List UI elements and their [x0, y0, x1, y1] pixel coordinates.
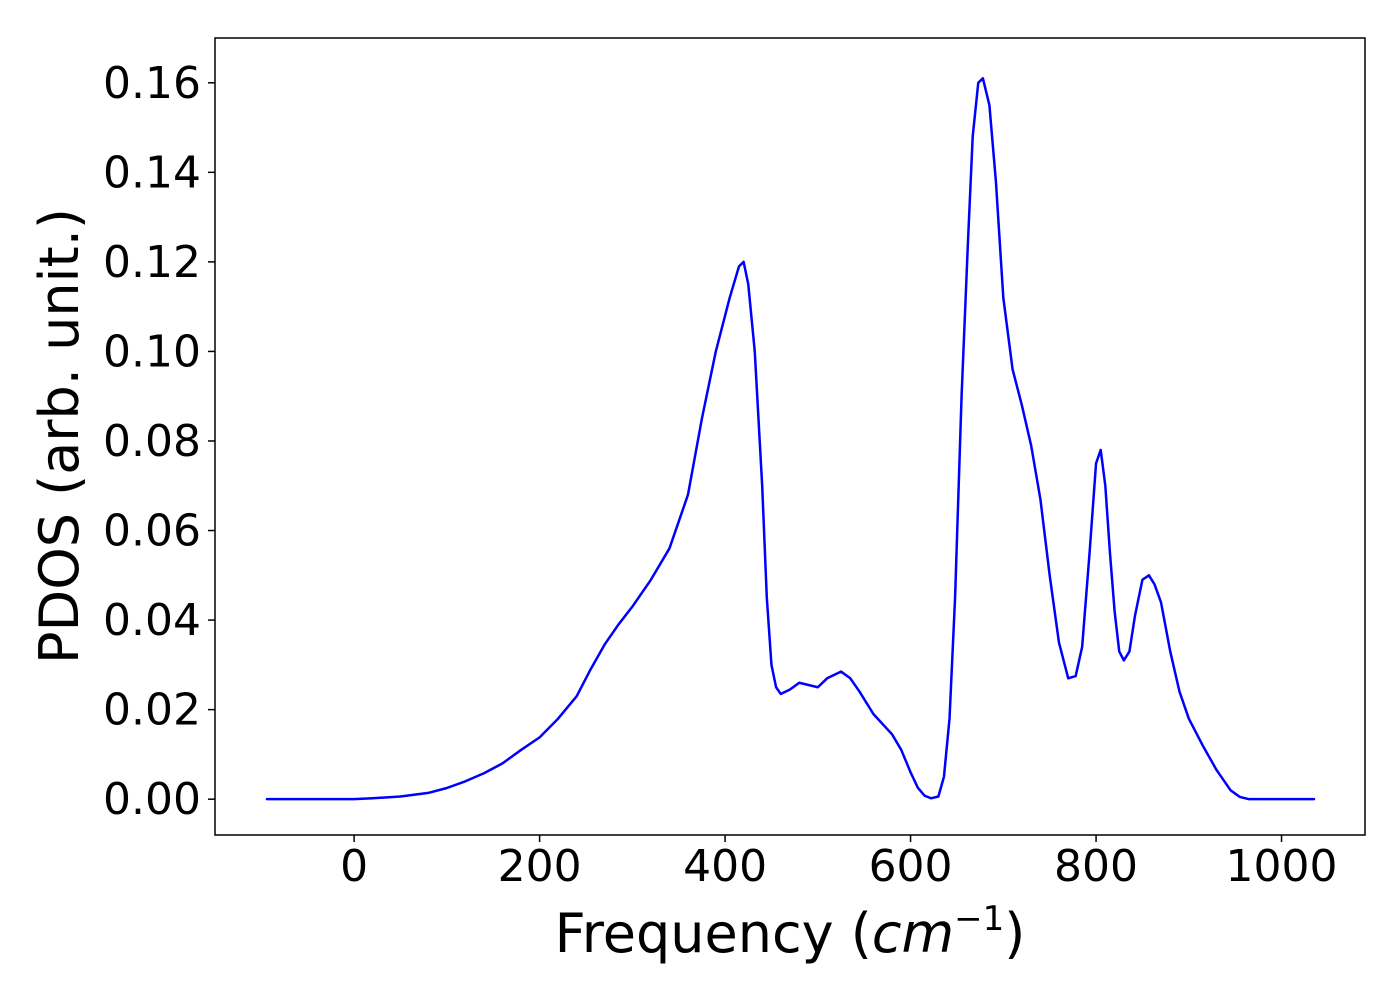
x-tick-label: 0 [340, 841, 368, 892]
y-tick-label: 0.14 [103, 147, 201, 198]
y-tick-label: 0.08 [103, 416, 201, 467]
y-tick-label: 0.12 [103, 237, 201, 288]
x-tick-label: 600 [869, 841, 953, 892]
y-tick-label: 0.06 [103, 506, 201, 557]
pdos-series-line [265, 77, 1316, 801]
y-tick-label: 0.16 [103, 58, 201, 109]
y-axis-label: PDOS (arb. unit.) [28, 208, 91, 664]
y-tick-label: 0.10 [103, 326, 201, 377]
axis-ticks [208, 82, 1283, 842]
tick-labels: 0 200 400 600 800 1000 0.00 0.02 0.04 0.06 0.08 0.1… [103, 58, 1337, 892]
plot-frame [214, 37, 1366, 836]
plot-area [265, 77, 1316, 801]
x-tick-label: 800 [1054, 841, 1138, 892]
x-axis-label-unit: cm [872, 902, 954, 965]
x-axis-label: Frequency (cm−1) [555, 899, 1026, 965]
x-axis-label-close: ) [1004, 902, 1025, 965]
x-axis-label-main: Frequency ( [555, 902, 872, 965]
x-tick-label: 200 [498, 841, 582, 892]
x-tick-label: 400 [683, 841, 767, 892]
x-axis-label-exponent: −1 [954, 899, 1004, 939]
y-tick-label: 0.00 [103, 774, 201, 825]
x-tick-label: 1000 [1226, 841, 1338, 892]
y-tick-label: 0.02 [103, 685, 201, 736]
y-tick-label: 0.04 [103, 595, 201, 646]
